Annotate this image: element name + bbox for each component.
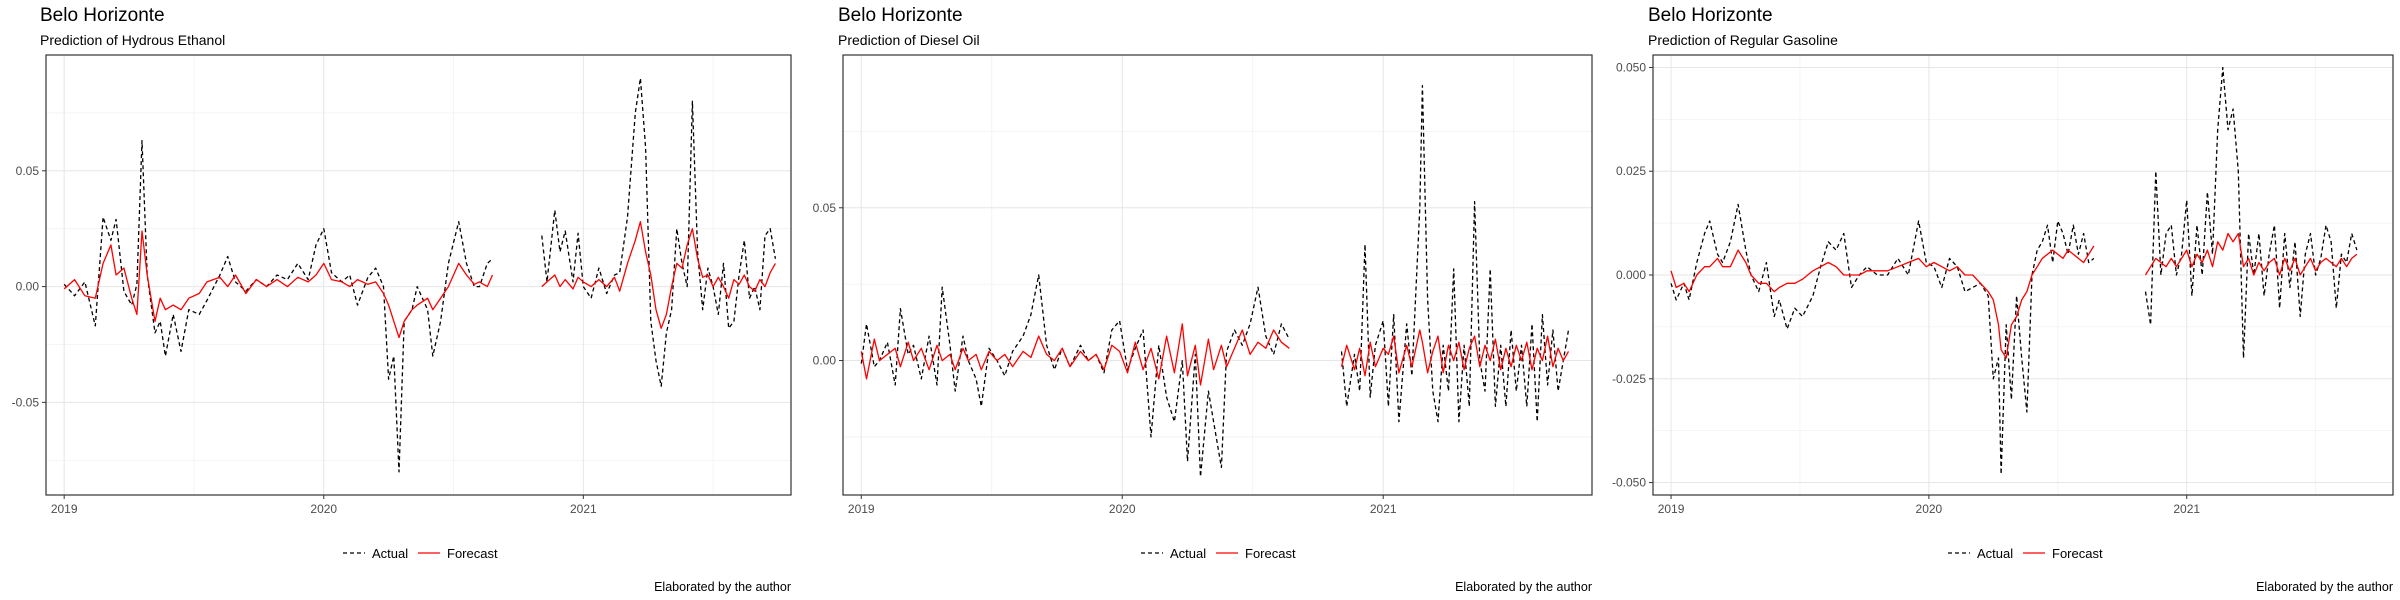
- chart-subtitle: Prediction of Diesel Oil: [838, 32, 980, 48]
- legend: Actual Forecast: [1141, 546, 1296, 561]
- chart-title: Belo Horizonte: [1648, 5, 1773, 26]
- plot-background: [843, 55, 1592, 495]
- x-tick-label: 2019: [51, 502, 78, 516]
- x-tick-label: 2020: [310, 502, 337, 516]
- legend-label-forecast: Forecast: [2052, 546, 2103, 561]
- legend-label-forecast: Forecast: [447, 546, 498, 561]
- chart-caption: Elaborated by the author: [1455, 580, 1592, 594]
- chart-title: Belo Horizonte: [40, 5, 165, 26]
- series-line-forecast: [541, 221, 776, 329]
- y-tick-label: 0.000: [1616, 268, 1646, 282]
- legend-label-actual: Actual: [1977, 546, 2013, 561]
- plot-border: [45, 54, 792, 496]
- y-tick-label: 0.025: [1616, 164, 1646, 178]
- plot-area: -0.05 0.00 0.05 2019 2020 2021: [12, 54, 792, 516]
- plot-border: [842, 54, 1593, 496]
- chart-panel-diesel-oil: Belo Horizonte Prediction of Diesel Oil …: [813, 5, 1593, 594]
- y-tick-label: -0.05: [12, 395, 40, 409]
- y-tick-label: 0.05: [813, 201, 837, 215]
- series-line-forecast: [1340, 329, 1570, 377]
- plot-background: [46, 55, 791, 495]
- series-line-forecast: [2144, 232, 2358, 276]
- series-line-actual: [541, 77, 777, 387]
- chart-subtitle: Prediction of Regular Gasoline: [1648, 32, 1838, 48]
- series-line-forecast: [63, 230, 494, 339]
- x-tick-label: 2021: [1370, 502, 1397, 516]
- legend: Actual Forecast: [1948, 546, 2103, 561]
- series-line-actual: [1340, 84, 1570, 423]
- chart-subtitle: Prediction of Hydrous Ethanol: [40, 32, 225, 48]
- chart-panel-regular-gasoline: Belo Horizonte Prediction of Regular Gas…: [1612, 5, 2394, 594]
- plot-area: 0.00 0.05 2019 2020 2021: [813, 54, 1593, 516]
- chart-caption: Elaborated by the author: [654, 580, 791, 594]
- legend-label-forecast: Forecast: [1245, 546, 1296, 561]
- plot-border: [1652, 54, 2394, 496]
- chart-panel-hydrous-ethanol: Belo Horizonte Prediction of Hydrous Eth…: [12, 5, 792, 594]
- plot-area: -0.050 -0.025 0.000 0.025 0.050 2019 2020 2021: [1612, 54, 2394, 516]
- x-tick-label: 2019: [1658, 502, 1685, 516]
- x-tick-label: 2019: [848, 502, 875, 516]
- y-tick-label: 0.00: [16, 280, 40, 294]
- series-line-actual: [1670, 203, 2095, 475]
- x-tick-label: 2020: [1916, 502, 1943, 516]
- chart-title: Belo Horizonte: [838, 5, 963, 26]
- legend-label-actual: Actual: [1170, 546, 1206, 561]
- y-tick-label: -0.050: [1612, 476, 1646, 490]
- x-tick-label: 2021: [570, 502, 597, 516]
- y-tick-label: 0.00: [813, 354, 837, 368]
- series-line-actual: [860, 274, 1290, 478]
- legend-label-actual: Actual: [372, 546, 408, 561]
- x-tick-label: 2021: [2173, 502, 2200, 516]
- legend: Actual Forecast: [343, 546, 498, 561]
- series-line-forecast: [1670, 245, 2095, 359]
- y-tick-label: 0.050: [1616, 60, 1646, 74]
- series-line-forecast: [860, 323, 1290, 386]
- x-tick-label: 2020: [1109, 502, 1136, 516]
- chart-caption: Elaborated by the author: [2256, 580, 2393, 594]
- y-tick-label: -0.025: [1612, 372, 1646, 386]
- y-tick-label: 0.05: [16, 164, 40, 178]
